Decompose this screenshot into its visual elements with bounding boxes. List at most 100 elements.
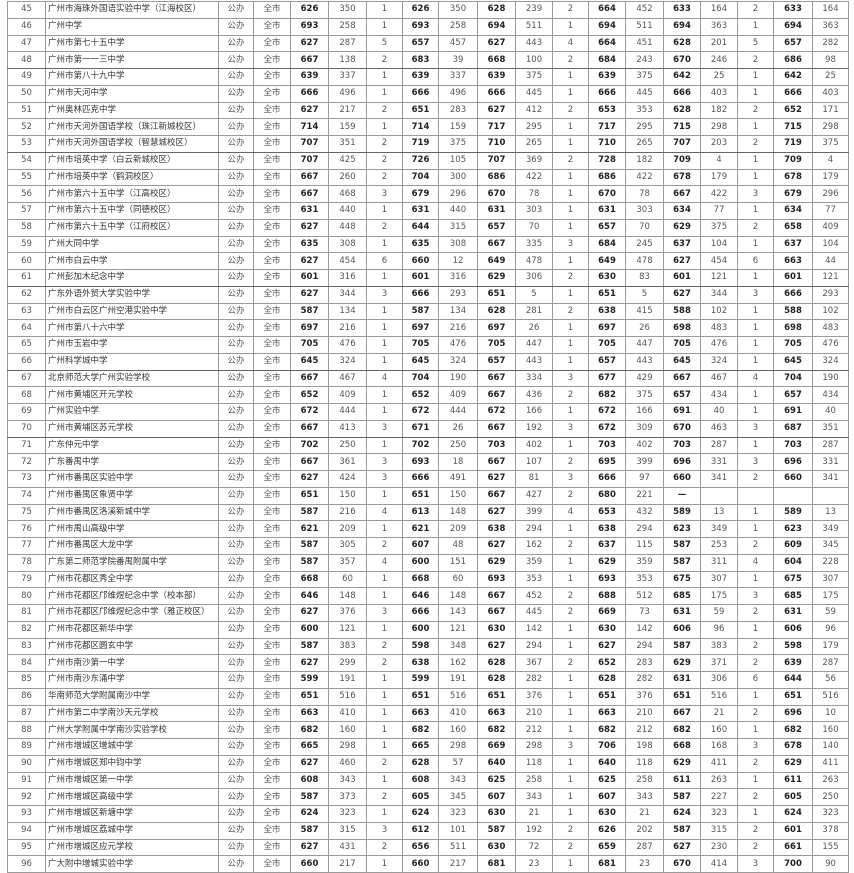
table-row: 57 广州市第六十五中学（同德校区） 公办 全市 631 440 1 631 440 631 303… — [7, 202, 849, 220]
table-row: 89 广州市增城区增城中学 公办 全市 665 298 1 665 298 669 298 3 706 1… — [7, 738, 849, 756]
rank-6-cell: 44 — [812, 252, 849, 270]
score-6-cell: 657 — [773, 34, 813, 53]
rank-2-cell: 159 — [438, 118, 478, 136]
count-5-cell: 1 — [737, 687, 774, 706]
school-type-cell: 公办 — [218, 805, 254, 823]
score-1-cell: 621 — [290, 520, 329, 538]
score-6-cell: 678 — [773, 738, 813, 756]
score-1-cell: 705 — [290, 336, 329, 354]
score-5-cell: 587 — [663, 788, 701, 806]
score-1-cell: 608 — [290, 771, 329, 790]
rank-1-cell: 425 — [328, 151, 367, 170]
count-3-cell: 4 — [552, 34, 589, 53]
rank-3-cell: 81 — [515, 470, 553, 488]
table-row: 55 广州市培英中学（鹤洞校区） 公办 全市 667 260 2 704 300 686 422 1 6… — [7, 168, 849, 187]
school-type-cell: 公办 — [218, 135, 254, 153]
school-name-cell: 广州大同中学 — [45, 235, 219, 254]
rank-2-cell: 496 — [438, 84, 478, 103]
rank-3-cell: 427 — [515, 486, 553, 505]
count-1-cell: 1 — [366, 352, 403, 371]
table-body: 45 广州市海珠外国语实验中学（江海校区） 公办 全市 626 350 1 626 350 628… — [7, 1, 849, 873]
score-2-cell: 666 — [402, 470, 439, 488]
score-5-cell: 637 — [663, 235, 701, 254]
rank-3-cell: 258 — [515, 771, 553, 790]
row-number-cell: 47 — [7, 34, 46, 53]
rank-5-cell: 315 — [700, 821, 738, 840]
score-4-cell: 659 — [588, 838, 626, 857]
score-2-cell: 607 — [402, 537, 439, 555]
rank-4-cell: 451 — [625, 34, 664, 53]
score-6-cell: 598 — [773, 637, 813, 656]
score-1-cell: 667 — [290, 51, 329, 69]
table-row: 85 广州市南沙东涌中学 公办 全市 599 191 1 599 191 628 282 1 628 28… — [7, 671, 849, 689]
rank-4-cell: 5 — [625, 285, 664, 304]
school-type-cell: 公办 — [218, 453, 254, 471]
count-5-cell: 1 — [737, 570, 774, 589]
rank-4-cell: 83 — [625, 269, 664, 287]
count-5-cell — [737, 486, 774, 505]
count-1-cell: 1 — [366, 687, 403, 706]
rank-3-cell: 100 — [515, 51, 553, 69]
score-4-cell: 710 — [588, 135, 626, 153]
score-5-cell: 675 — [663, 570, 701, 589]
rank-4-cell: 283 — [625, 654, 664, 672]
rank-2-cell: 323 — [438, 805, 478, 823]
school-name-cell: 广东仲元中学 — [45, 436, 219, 455]
score-3-cell: 627 — [477, 503, 516, 522]
score-1-cell: 682 — [290, 721, 329, 739]
school-type-cell: 公办 — [218, 520, 254, 538]
count-3-cell: 2 — [552, 838, 589, 857]
table-row: 72 广东番禺中学 公办 全市 667 361 3 693 18 667 107 2 695 399 696… — [7, 453, 849, 471]
rank-1-cell: 440 — [328, 202, 367, 220]
count-5-cell: 2 — [737, 135, 774, 153]
count-1-cell: 3 — [366, 604, 403, 622]
score-2-cell: 705 — [402, 336, 439, 354]
score-3-cell: 667 — [477, 386, 516, 404]
rank-2-cell: 12 — [438, 252, 478, 270]
table-row: 53 广州市天河外国语学校（智慧城校区） 公办 全市 707 351 2 719 375 710 2… — [7, 135, 849, 153]
rank-3-cell: 376 — [515, 687, 553, 706]
rank-1-cell: 217 — [328, 855, 367, 873]
rank-5-cell: 40 — [700, 403, 738, 421]
rank-3-cell: 265 — [515, 135, 553, 153]
score-3-cell: 703 — [477, 436, 516, 455]
table-row: 73 广州市番禺区实验中学 公办 全市 627 424 3 666 491 627 81 3 666 97… — [7, 470, 849, 488]
rank-2-cell: 190 — [438, 369, 478, 388]
score-1-cell: 672 — [290, 403, 329, 421]
score-5-cell: 601 — [663, 269, 701, 287]
score-5-cell: 628 — [663, 101, 701, 120]
score-3-cell: 657 — [477, 352, 516, 371]
score-5-cell: 667 — [663, 704, 701, 723]
score-1-cell: 666 — [290, 84, 329, 103]
count-5-cell: 3 — [737, 185, 774, 203]
score-3-cell: 629 — [477, 553, 516, 572]
rank-2-cell: 57 — [438, 754, 478, 773]
table-row: 63 广州市白云区广州空港实验中学 公办 全市 587 134 1 587 134 628 281 2… — [7, 302, 849, 321]
rank-2-cell: 476 — [438, 336, 478, 354]
count-3-cell: 1 — [552, 570, 589, 589]
rank-5-cell: 201 — [700, 34, 738, 53]
score-3-cell: 667 — [477, 486, 516, 505]
score-3-cell: 668 — [477, 51, 516, 69]
score-1-cell: 627 — [290, 470, 329, 488]
rank-3-cell: 511 — [515, 17, 553, 36]
rank-3-cell: 422 — [515, 168, 553, 187]
rank-2-cell: 26 — [438, 419, 478, 438]
rank-1-cell: 361 — [328, 453, 367, 471]
rank-1-cell: 467 — [328, 369, 367, 388]
score-6-cell: 642 — [773, 68, 813, 86]
rank-1-cell: 496 — [328, 84, 367, 103]
row-number-cell: 63 — [7, 302, 46, 321]
row-number-cell: 93 — [7, 805, 46, 823]
score-3-cell: 630 — [477, 838, 516, 857]
count-1-cell: 2 — [366, 151, 403, 170]
count-1-cell: 3 — [366, 419, 403, 438]
score-2-cell: 665 — [402, 738, 439, 756]
rank-4-cell: 294 — [625, 520, 664, 538]
rank-4-cell: 478 — [625, 252, 664, 270]
score-4-cell: 628 — [588, 671, 626, 689]
score-6-cell: 611 — [773, 771, 813, 790]
score-4-cell: 717 — [588, 118, 626, 136]
count-3-cell: 1 — [552, 135, 589, 153]
rank-5-cell: 179 — [700, 168, 738, 187]
